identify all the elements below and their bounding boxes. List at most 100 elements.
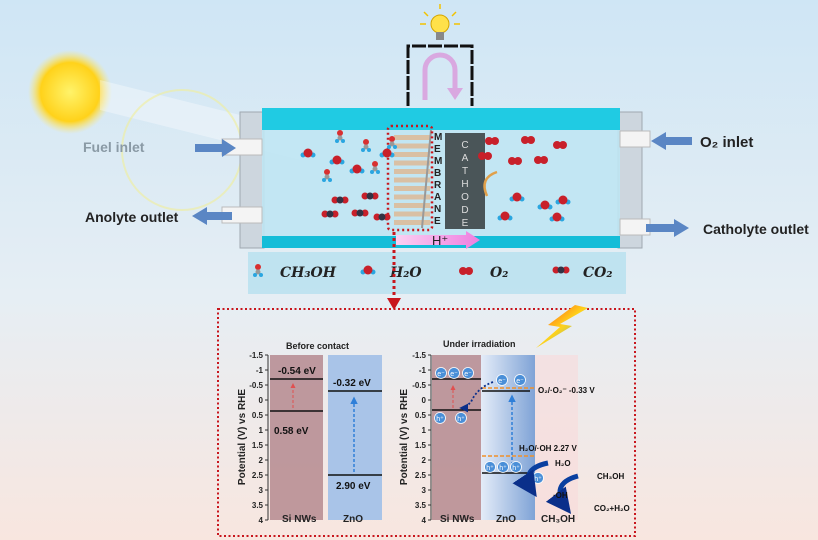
o2-molecule — [553, 141, 561, 149]
o2-molecule — [514, 157, 522, 165]
cathode-letter: H — [461, 179, 468, 190]
lightning-icon — [536, 305, 588, 348]
panel-title: Under irradiation — [443, 339, 516, 349]
o2-molecule — [527, 136, 535, 144]
co2-molecule — [383, 213, 391, 221]
o2-inlet-arrow — [651, 132, 692, 150]
ch3oh-molecule — [255, 269, 261, 275]
membrane-letter: M — [434, 132, 442, 143]
y-tick-label: 2 — [259, 456, 264, 465]
o2-molecule — [508, 157, 516, 165]
ch3oh-molecule — [370, 170, 374, 174]
co2-molecule — [336, 196, 344, 204]
ch3oh-molecule — [387, 145, 391, 149]
y-axis-label: Potential (V) vs RHE — [399, 389, 410, 485]
y-tick-label: 1.5 — [415, 441, 427, 450]
charge-carrier-icon — [434, 412, 446, 424]
ch3oh-molecule — [372, 166, 378, 172]
co2-molecule — [361, 209, 369, 217]
membrane-sheet — [421, 129, 432, 229]
membrane-letter: M — [434, 156, 442, 167]
ch3oh-molecule — [337, 135, 343, 141]
y-tick-label: 4 — [259, 516, 264, 525]
nanowire — [394, 169, 430, 174]
co2-molecule — [361, 192, 369, 200]
h2o-label: H₂O — [555, 459, 571, 468]
o2-molecule — [478, 152, 486, 160]
charge-carrier-label: e⁻ — [464, 371, 472, 378]
si-band-region — [432, 355, 481, 520]
nanowire — [394, 211, 430, 217]
o2-redox-label: O₂/·O₂⁻ -0.33 V — [538, 386, 595, 395]
ch3oh-molecule — [324, 169, 330, 175]
band-diagram-under-irradiation: Under irradiation -1.5 -1 -0.5 0 0.5 1 1.5 2 2.5… — [399, 339, 630, 525]
electron-flow-arrow — [422, 52, 458, 100]
membrane-letter: E — [434, 144, 441, 155]
si-cb-value: -0.54 eV — [278, 366, 316, 377]
o2-molecule — [465, 267, 473, 275]
band-diagram-before-contact: Before contact -1.5 -1 -0.5 0 0.5 1 1.5 2 2.5 3 3.… — [237, 341, 382, 525]
membrane-letter: R — [434, 180, 442, 191]
membrane-letter: N — [434, 204, 441, 215]
fuel-inlet-arrow — [195, 139, 236, 157]
co2-molecule — [351, 209, 359, 217]
methanol-oxidation-arrow — [545, 473, 579, 514]
cathode-letter: A — [462, 153, 469, 164]
cathode-letter: O — [461, 192, 469, 203]
co2-molecule — [378, 213, 386, 221]
y-tick-label: 1 — [422, 426, 427, 435]
co2-molecule — [557, 266, 565, 274]
anode-highlight-box — [386, 124, 434, 232]
y-tick-label: 2.5 — [415, 471, 427, 480]
nanowire — [394, 135, 430, 140]
nanowire — [394, 152, 430, 157]
nanowire — [394, 143, 430, 149]
x-label-ch3oh: CH₃OH — [541, 514, 575, 525]
legend-ch3oh: CH₃OH — [280, 265, 337, 281]
co2-molecule — [552, 266, 560, 274]
h2o-molecule — [540, 200, 550, 210]
ch3oh-molecule — [322, 178, 326, 182]
si-band-region — [270, 355, 323, 520]
co2-molecule — [331, 210, 339, 218]
cathode-letter: D — [461, 205, 468, 216]
zno-cb-value: -0.32 eV — [333, 378, 371, 389]
anolyte-outlet-label: Anolyte outlet — [85, 209, 179, 225]
h2o-molecule — [382, 148, 392, 158]
ch3oh-molecule — [255, 264, 261, 270]
x-label-si: Si NWs — [282, 514, 317, 525]
co2-molecule — [326, 210, 334, 218]
ch3oh-molecule — [376, 170, 380, 174]
co2-molecule — [331, 196, 339, 204]
cathode-block — [445, 133, 485, 229]
y-tick-label: 3.5 — [252, 501, 264, 510]
o2-molecule — [491, 137, 499, 145]
ch3oh-molecule — [335, 139, 339, 143]
h2o-molecule — [332, 155, 342, 165]
charge-carrier-icon — [462, 367, 474, 379]
o2-molecule — [559, 141, 567, 149]
panel-title: Before contact — [286, 341, 349, 351]
charge-carrier-label: e⁻ — [516, 378, 524, 385]
h2o-molecule — [303, 148, 313, 158]
catholyte-outlet-label: Catholyte outlet — [703, 221, 809, 237]
co2-molecule — [373, 213, 381, 221]
y-tick-label: 0.5 — [415, 411, 427, 420]
ch3oh-molecule — [389, 141, 395, 147]
o2-molecule — [540, 156, 548, 164]
h2o-oxidation-arrow — [512, 460, 549, 498]
proton-arrow — [396, 231, 480, 249]
ch3oh-molecule — [337, 130, 343, 136]
co2-molecule — [371, 192, 379, 200]
ch3oh-molecule — [393, 145, 397, 149]
membrane-letter: E — [434, 216, 441, 227]
o2-molecule — [459, 267, 467, 275]
y-tick-label: 3 — [422, 486, 427, 495]
charge-carrier-icon — [497, 461, 509, 473]
o2-molecule — [484, 152, 492, 160]
y-tick-label: 3.5 — [415, 501, 427, 510]
h2o-molecule — [500, 211, 510, 221]
ch3oh-molecule — [372, 161, 378, 167]
charge-carrier-label: h⁺ — [499, 465, 507, 472]
catholyte-outlet-port — [619, 218, 651, 236]
